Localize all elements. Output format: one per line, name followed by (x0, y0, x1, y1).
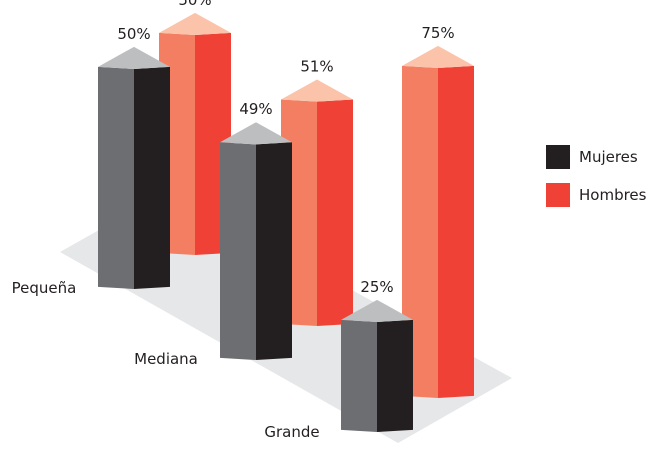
legend-swatch-hombres (546, 183, 570, 207)
legend-label-hombres: Hombres (579, 186, 647, 204)
bar-mujeres-cat1-front (220, 142, 256, 360)
value-label-hombres-cat1: 51% (300, 57, 333, 75)
legend-label-mujeres: Mujeres (579, 148, 638, 166)
legend-swatch-mujeres (546, 145, 570, 169)
legend-item-hombres: Hombres (546, 183, 646, 207)
bar-mujeres-cat0-side (134, 66, 170, 289)
bar-hombres-cat0-top (159, 12, 231, 35)
value-label-hombres-cat0: 50% (178, 0, 211, 9)
value-label-mujeres-cat2: 25% (360, 278, 393, 296)
bar-mujeres-cat0-top (98, 46, 170, 69)
bar-hombres-cat2-side (438, 65, 474, 398)
bar-mujeres-cat2-top (341, 299, 413, 322)
value-label-hombres-cat2: 75% (421, 24, 454, 42)
bar-mujeres-cat1-side (256, 142, 292, 360)
bar-mujeres-cat1-top (220, 122, 292, 145)
category-label-0: Pequeña (12, 279, 77, 297)
chart-legend: Mujeres Hombres (546, 145, 646, 221)
category-label-2: Grande (264, 423, 319, 441)
bar-hombres-cat1-top (281, 79, 353, 102)
value-label-mujeres-cat0: 50% (117, 25, 150, 43)
bar-hombres-cat2-front (402, 65, 438, 398)
bar-mujeres-cat2-front (341, 319, 377, 432)
category-label-1: Mediana (134, 350, 198, 368)
chart-labels: 50% 50% 51% 49% 75% 25% Pequeña Mediana Grande (12, 0, 455, 441)
bar-mujeres-cat2-side (377, 319, 413, 432)
chart-bars (98, 12, 474, 432)
bar-hombres-cat2-top (402, 45, 474, 68)
value-label-mujeres-cat1: 49% (239, 100, 272, 118)
bar-hombres-cat1-side (317, 99, 353, 326)
legend-item-mujeres: Mujeres (546, 145, 646, 169)
bar-mujeres-cat0-front (98, 66, 134, 289)
